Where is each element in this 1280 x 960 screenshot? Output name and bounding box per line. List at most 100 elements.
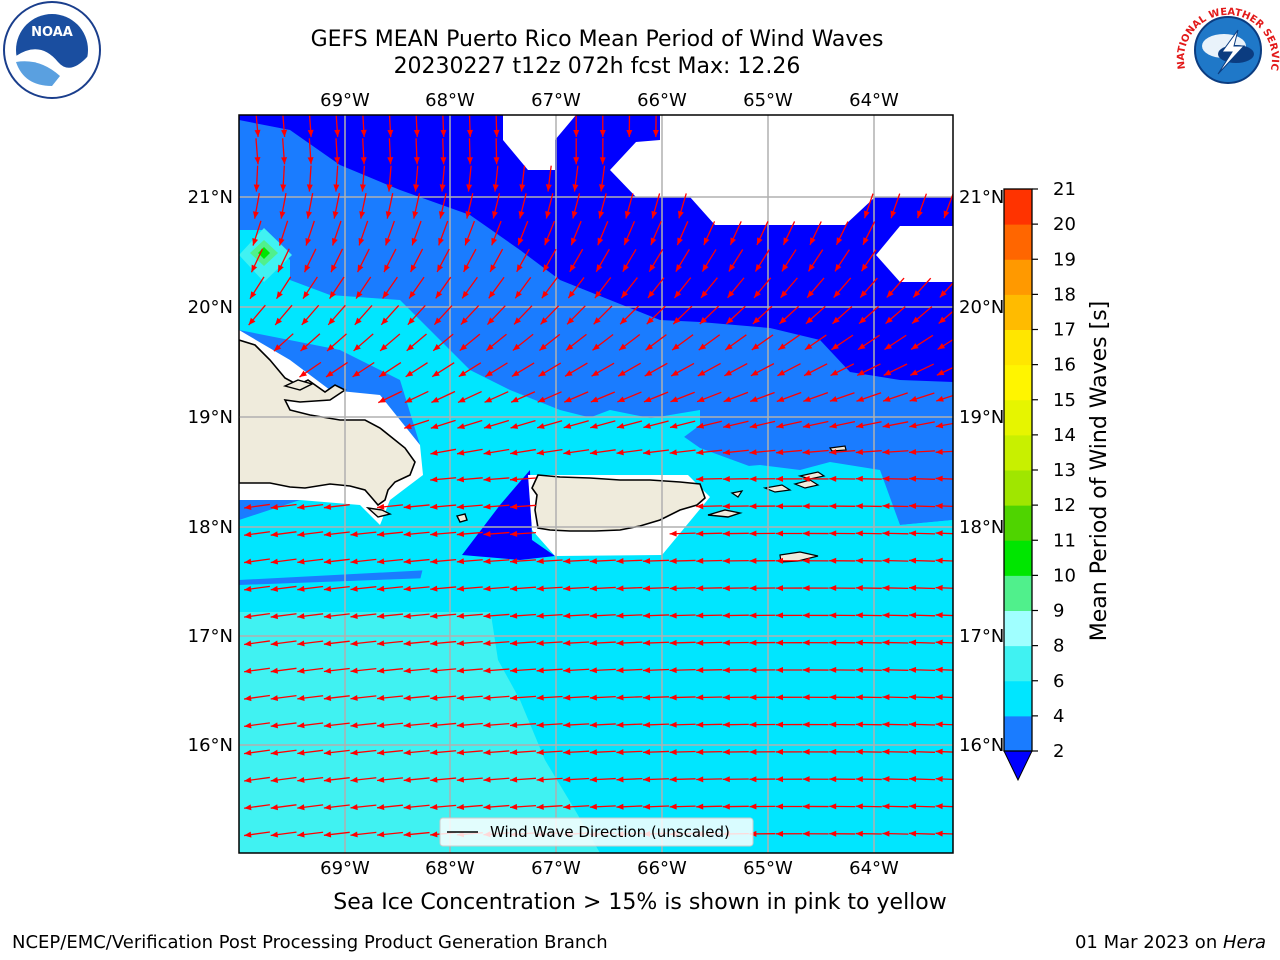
- wind-arrow: [882, 475, 909, 482]
- wind-arrow: [670, 362, 695, 377]
- wind-arrow: [802, 776, 829, 783]
- wind-arrow: [855, 421, 882, 429]
- wind-arrow: [536, 694, 563, 701]
- wind-arrows: [244, 115, 953, 838]
- wind-arrow: [749, 530, 776, 537]
- colorbar-tick-label: 10: [1053, 565, 1076, 586]
- colorbar-segment: [1004, 399, 1032, 436]
- wind-arrow: [908, 776, 936, 783]
- colorbar-segment: [1004, 189, 1032, 225]
- wind-arrow: [697, 362, 721, 377]
- wind-arrow: [513, 305, 533, 325]
- wind-arrow: [570, 220, 582, 246]
- wind-arrow: [307, 138, 314, 165]
- wind-arrow: [563, 612, 590, 619]
- wind-arrow: [483, 419, 510, 429]
- wind-arrow: [642, 667, 670, 674]
- wind-arrow: [438, 220, 449, 246]
- wind-arrow: [273, 333, 294, 352]
- wind-arrow: [642, 585, 670, 592]
- wind-arrow: [855, 530, 882, 537]
- wind-arrow: [935, 612, 953, 619]
- wind-arrow: [432, 333, 454, 352]
- wind-arrow: [935, 502, 953, 509]
- wind-arrow: [645, 334, 667, 351]
- wind-arrow: [377, 585, 403, 592]
- wind-arrow: [356, 248, 370, 273]
- wind-arrow: [833, 277, 852, 299]
- wind-arrow: [411, 220, 422, 246]
- wind-arrow: [829, 475, 856, 482]
- lon-tick-label: 69°W: [320, 858, 370, 879]
- wind-arrow: [616, 694, 643, 701]
- wind-arrow: [536, 449, 563, 456]
- wind-arrow: [456, 667, 483, 674]
- wind-arrow: [403, 531, 430, 538]
- wind-arrow: [616, 776, 643, 783]
- lon-tick-label: 65°W: [743, 90, 793, 111]
- wind-arrow: [379, 333, 401, 352]
- wind-arrow: [403, 640, 430, 647]
- wind-arrow: [492, 165, 499, 192]
- wind-arrow: [700, 277, 718, 299]
- wind-arrow: [510, 448, 536, 456]
- wind-arrow: [460, 305, 480, 326]
- wind-arrow: [270, 613, 297, 620]
- wind-arrow: [569, 248, 584, 273]
- wind-arrow: [350, 722, 377, 729]
- wind-arrow: [750, 363, 775, 377]
- wind-arrow: [776, 391, 802, 403]
- wind-arrow: [829, 776, 856, 783]
- wind-arrow: [775, 503, 803, 510]
- wind-arrow: [377, 503, 403, 510]
- wind-arrow: [882, 557, 909, 564]
- wind-arrow: [464, 220, 476, 246]
- wind-arrow: [377, 749, 403, 756]
- wind-arrow: [829, 420, 856, 429]
- wind-arrow: [777, 363, 801, 377]
- wind-arrow: [676, 221, 689, 246]
- wind-arrow: [406, 333, 427, 352]
- wind-arrow: [270, 558, 297, 565]
- wind-arrow: [281, 138, 288, 165]
- wind-arrow: [749, 449, 776, 456]
- lat-tick-label: 21°N: [959, 187, 1004, 208]
- wind-arrow: [244, 558, 270, 565]
- wind-arrow: [544, 220, 556, 246]
- wind-arrow: [483, 640, 510, 647]
- wind-arrow: [729, 221, 742, 246]
- no-data-area-1: [503, 115, 576, 170]
- wind-arrow: [722, 557, 749, 564]
- wind-arrow: [244, 667, 270, 674]
- wind-arrow: [775, 530, 803, 537]
- wind-arrow: [536, 721, 563, 728]
- wind-arrow: [244, 776, 270, 783]
- wind-arrow: [297, 667, 324, 674]
- wind-arrow: [829, 694, 856, 701]
- wind-arrow: [509, 776, 537, 783]
- wind-arrow: [352, 361, 375, 378]
- wind-arrow: [802, 666, 829, 673]
- wind-arrow: [430, 776, 457, 783]
- wind-arrow: [277, 248, 290, 273]
- wind-arrow: [724, 362, 748, 377]
- wind-arrow: [722, 475, 749, 482]
- wind-arrow: [911, 306, 933, 325]
- wind-arrow: [591, 362, 615, 377]
- wind-arrow: [908, 721, 936, 728]
- wind-arrow: [909, 363, 935, 376]
- wind-arrow: [722, 612, 749, 619]
- colorbar-segment: [1004, 610, 1032, 647]
- colorbar-tick-label: 18: [1053, 284, 1076, 305]
- lat-tick-label: 21°N: [188, 187, 233, 208]
- lat-tick-label: 19°N: [188, 407, 233, 428]
- land-saona: [365, 506, 393, 518]
- wind-arrow: [829, 721, 856, 728]
- wind-arrow: [669, 721, 696, 728]
- wind-arrow: [908, 830, 936, 837]
- wind-arrow: [722, 503, 749, 510]
- wind-arrow: [323, 640, 350, 647]
- wind-arrow: [403, 831, 430, 838]
- wind-arrow: [323, 503, 350, 510]
- wind-arrow: [433, 305, 453, 326]
